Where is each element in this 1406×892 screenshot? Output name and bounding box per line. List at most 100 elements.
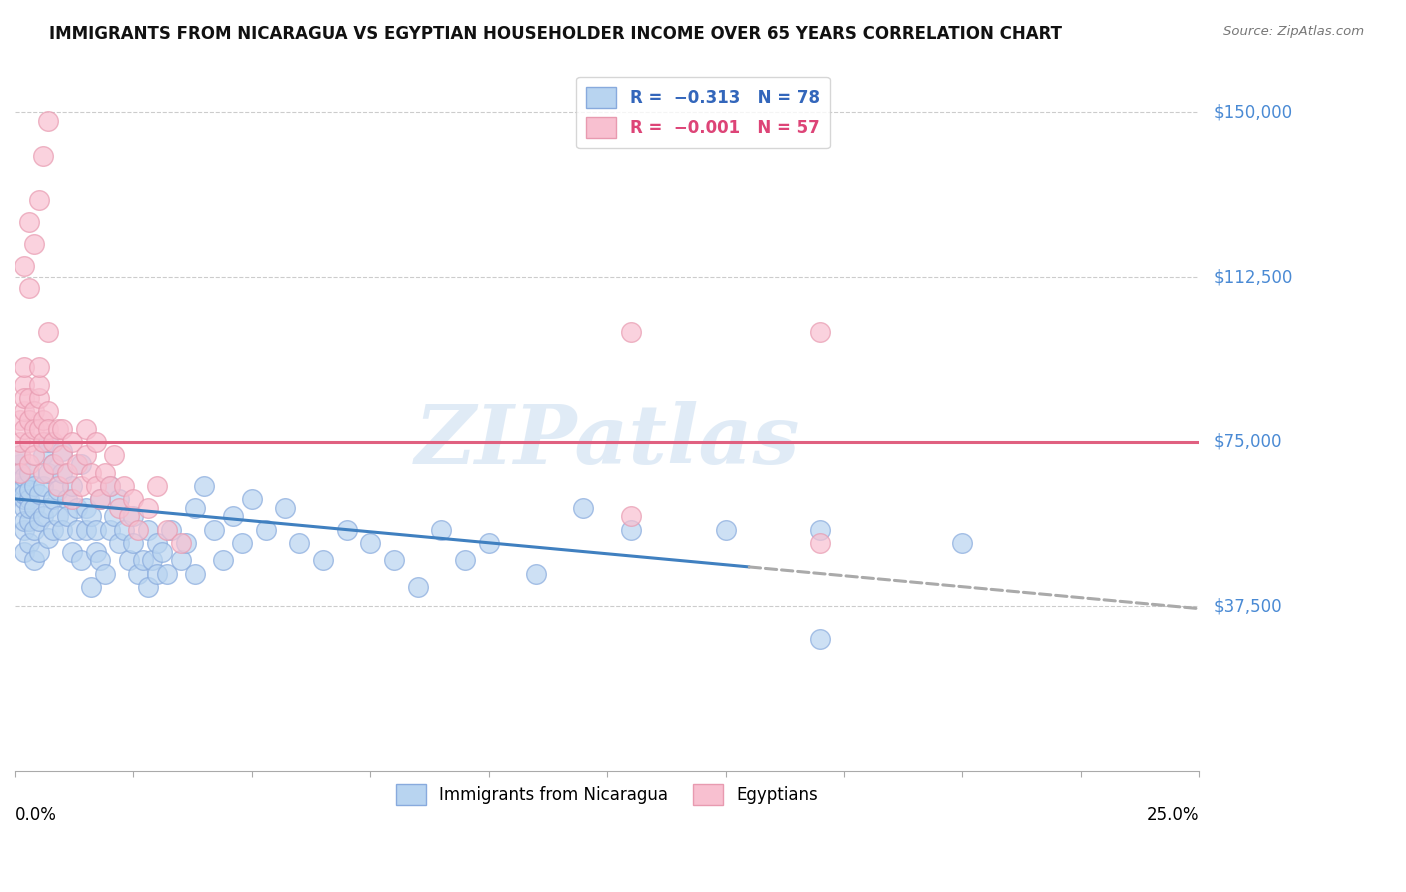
- Point: [46, 509, 69, 524]
- Point: [122, 509, 145, 524]
- Point: [65, 500, 87, 515]
- Point: [32, 434, 55, 449]
- Point: [75, 523, 97, 537]
- Point: [42, 523, 65, 537]
- Point: [80, 509, 103, 524]
- Point: [84, 434, 107, 449]
- Point: [118, 509, 141, 524]
- Point: [8, 413, 31, 427]
- Point: [28, 194, 51, 208]
- Point: [13, 544, 35, 558]
- Text: $112,500: $112,500: [1213, 268, 1292, 286]
- Point: [18, 391, 41, 405]
- Point: [808, 536, 831, 550]
- Point: [42, 434, 65, 449]
- Point: [13, 377, 35, 392]
- Point: [84, 544, 107, 558]
- Point: [406, 580, 429, 594]
- Point: [160, 523, 183, 537]
- Point: [202, 523, 225, 537]
- Point: [118, 553, 141, 567]
- Point: [60, 544, 83, 558]
- Point: [56, 466, 79, 480]
- Point: [18, 413, 41, 427]
- Point: [18, 500, 41, 515]
- Point: [70, 457, 93, 471]
- Point: [37, 532, 59, 546]
- Point: [37, 404, 59, 418]
- Point: [22, 500, 45, 515]
- Point: [32, 479, 55, 493]
- Point: [60, 434, 83, 449]
- Point: [84, 479, 107, 493]
- Point: [146, 479, 169, 493]
- Legend: Immigrants from Nicaragua, Egyptians: Immigrants from Nicaragua, Egyptians: [389, 777, 825, 812]
- Point: [37, 325, 59, 339]
- Point: [32, 413, 55, 427]
- Point: [112, 523, 135, 537]
- Point: [32, 509, 55, 524]
- Point: [430, 523, 453, 537]
- Point: [184, 566, 207, 581]
- Point: [51, 443, 73, 458]
- Point: [8, 434, 31, 449]
- Text: 0.0%: 0.0%: [15, 806, 56, 824]
- Point: [46, 483, 69, 497]
- Point: [13, 523, 35, 537]
- Point: [170, 553, 193, 567]
- Point: [155, 523, 177, 537]
- Point: [70, 553, 93, 567]
- Point: [13, 422, 35, 436]
- Point: [136, 523, 159, 537]
- Point: [382, 553, 405, 567]
- Point: [13, 479, 35, 493]
- Point: [8, 448, 31, 462]
- Point: [28, 487, 51, 501]
- Point: [336, 523, 359, 537]
- Point: [620, 509, 643, 524]
- Point: [952, 536, 974, 550]
- Point: [122, 536, 145, 550]
- Point: [60, 479, 83, 493]
- Point: [37, 434, 59, 449]
- Point: [28, 422, 51, 436]
- Point: [42, 457, 65, 471]
- Point: [28, 377, 51, 392]
- Point: [32, 149, 55, 163]
- Point: [103, 509, 125, 524]
- Point: [808, 523, 831, 537]
- Point: [127, 566, 149, 581]
- Point: [222, 509, 245, 524]
- Point: [46, 422, 69, 436]
- Point: [212, 553, 235, 567]
- Point: [51, 523, 73, 537]
- Point: [620, 523, 643, 537]
- Point: [37, 466, 59, 480]
- Point: [150, 544, 173, 558]
- Text: ZIPatlas: ZIPatlas: [415, 401, 800, 481]
- Point: [359, 536, 381, 550]
- Point: [13, 391, 35, 405]
- Point: [108, 536, 131, 550]
- Point: [174, 536, 197, 550]
- Point: [170, 536, 193, 550]
- Point: [620, 325, 643, 339]
- Point: [80, 466, 103, 480]
- Point: [478, 536, 501, 550]
- Point: [122, 491, 145, 506]
- Point: [28, 391, 51, 405]
- Point: [572, 500, 595, 515]
- Point: [13, 491, 35, 506]
- Point: [8, 479, 31, 493]
- Point: [274, 500, 297, 515]
- Text: 25.0%: 25.0%: [1147, 806, 1199, 824]
- Point: [22, 448, 45, 462]
- Point: [22, 422, 45, 436]
- Point: [112, 479, 135, 493]
- Point: [13, 514, 35, 528]
- Point: [56, 491, 79, 506]
- Point: [22, 404, 45, 418]
- Point: [22, 553, 45, 567]
- Point: [18, 434, 41, 449]
- Point: [51, 422, 73, 436]
